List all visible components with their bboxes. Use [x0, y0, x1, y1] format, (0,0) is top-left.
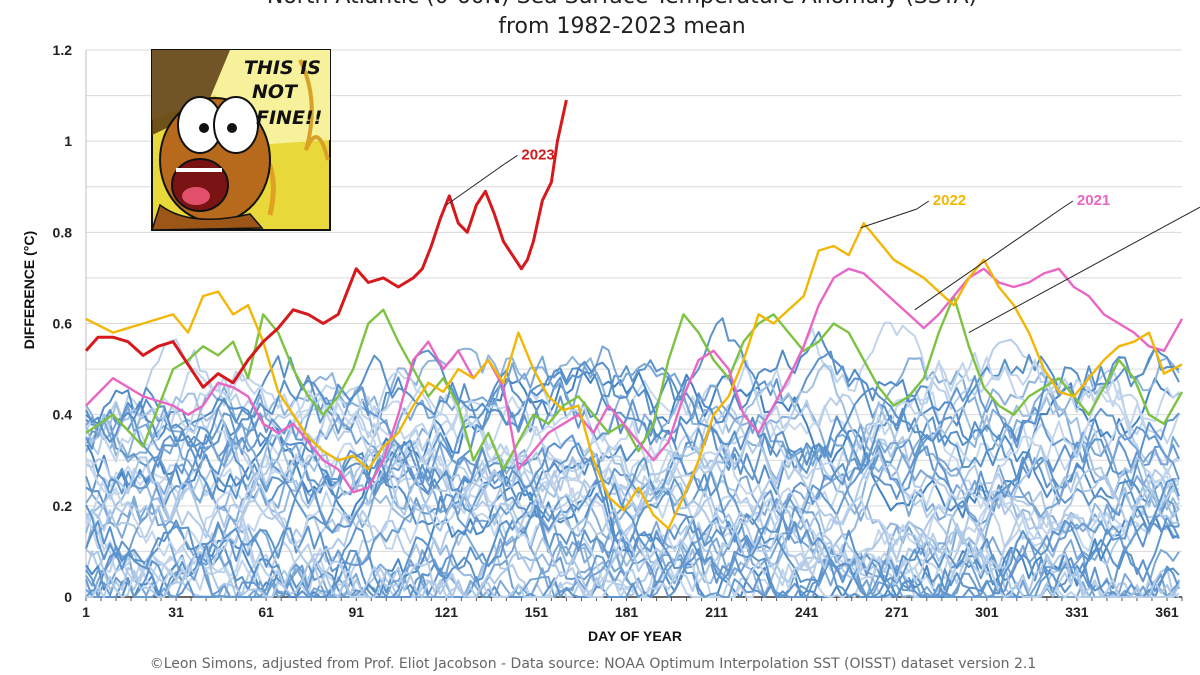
chart-title-line-2: from 1982-2023 mean — [498, 14, 746, 39]
annotation-leader-2021 — [1060, 200, 1074, 210]
x-tick-label: 271 — [885, 604, 909, 620]
x-tick-label: 61 — [258, 604, 274, 620]
series-line-2023 — [84, 99, 568, 389]
x-tick-label: 211 — [705, 604, 728, 620]
annotation-label-2022: 2022 — [933, 192, 966, 209]
series-line-background-year — [85, 434, 1180, 598]
series-line-background-year — [85, 435, 1180, 566]
series-line-background-year — [85, 317, 1180, 504]
series-line-background-year — [85, 444, 1180, 583]
series-line-background-year — [85, 425, 1180, 598]
x-tick-label: 31 — [168, 604, 184, 620]
annotation-leader-2022 — [916, 200, 930, 210]
series-line-background-year — [85, 477, 1180, 598]
comic-speech-line-2: NOT — [252, 81, 299, 103]
series-line-background-year — [85, 357, 1180, 541]
series-line-background-year — [85, 347, 1180, 466]
annotation-leader-2023 — [505, 154, 518, 164]
series-line-background-year — [85, 321, 1180, 491]
annotation-leader-2021 — [914, 208, 1062, 311]
y-tick-label: 1 — [64, 133, 72, 149]
y-tick-labels: 0 0.2 0.4 0.6 0.8 1 1.2 — [53, 42, 73, 605]
this-is-not-fine-comic-image: THIS IS NOT FINE!! — [150, 49, 331, 231]
data-source-credit: ©Leon Simons, adjusted from Prof. Eliot … — [150, 656, 1037, 672]
series-line-background-year — [85, 396, 1180, 598]
series-line-background-year — [86, 513, 1180, 598]
x-tick-label: 301 — [975, 604, 999, 620]
y-tick-label: 0.8 — [53, 224, 73, 240]
annotation-label-2023: 2023 — [521, 146, 554, 163]
x-tick-label: 181 — [615, 604, 639, 620]
series-line-background-year — [85, 441, 1180, 559]
annotation-leader-2022 — [860, 208, 917, 229]
y-axis-title: DIFFERENCE (°C) — [21, 231, 37, 349]
series-line-background-year — [85, 478, 1180, 598]
y-tick-label: 0.2 — [53, 498, 73, 514]
annotation-leader-2020 — [968, 206, 1200, 334]
highlighted-year-lines — [84, 99, 1184, 530]
y-tick-label: 0.4 — [53, 407, 73, 423]
y-tick-label: 1.2 — [53, 42, 73, 58]
x-tick-label: 241 — [795, 604, 819, 620]
series-line-background-year — [85, 482, 1180, 598]
series-line-2020 — [85, 294, 1184, 471]
x-tick-label: 1 — [82, 604, 90, 620]
x-tick-label: 91 — [348, 604, 364, 620]
comic-speech-line-3: FINE!! — [256, 107, 322, 129]
comic-speech-line-1: THIS IS — [244, 57, 321, 79]
y-tick-label: 0 — [64, 589, 72, 605]
series-line-background-year — [85, 331, 1180, 526]
x-tick-label: 331 — [1065, 604, 1089, 620]
series-line-background-year — [85, 346, 1180, 495]
series-line-background-year — [85, 363, 1180, 532]
series-line-2021 — [85, 267, 1184, 494]
series-line-background-year — [85, 382, 1180, 572]
background-year-lines — [85, 317, 1180, 598]
series-line-background-year — [85, 440, 1180, 570]
x-axis-title: DAY OF YEAR — [588, 628, 682, 644]
series-annotations: 2023202220212020 — [446, 146, 1200, 334]
x-tick-label: 361 — [1155, 604, 1179, 620]
x-tick-labels: 1 31 61 91 121 151 181 211 241 271 301 331 361 — [82, 604, 1179, 620]
annotation-label-2021: 2021 — [1077, 192, 1110, 209]
annotation-leader-2023 — [446, 162, 506, 206]
series-line-2022 — [85, 221, 1183, 530]
x-tick-label: 121 — [435, 604, 459, 620]
y-tick-label: 0.6 — [53, 316, 73, 332]
chart-title-line-1: North Atlantic (0-60N) Sea Surface Tempe… — [267, 0, 977, 9]
x-tick-label: 151 — [525, 604, 549, 620]
